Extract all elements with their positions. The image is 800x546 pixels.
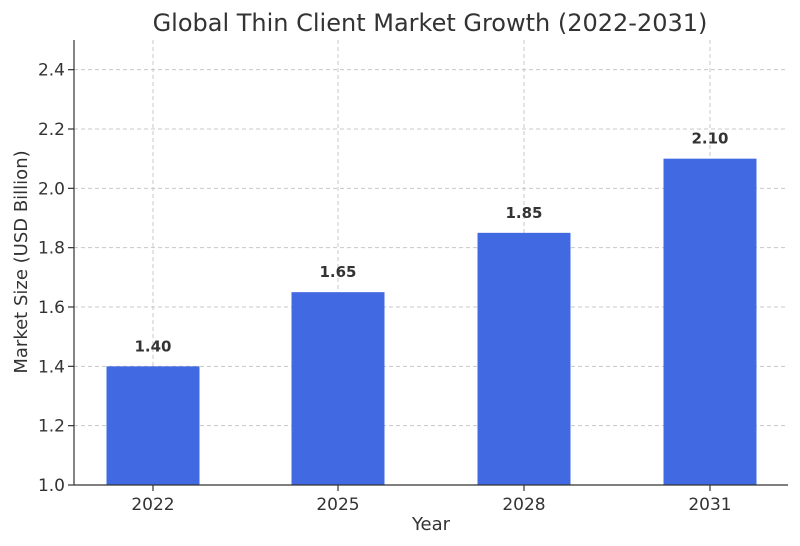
x-tick-label-2028: 2028 <box>502 495 545 515</box>
x-axis-label: Year <box>411 514 451 535</box>
y-axis-label: Market Size (USD Billion) <box>11 150 32 373</box>
y-tick-label: 1.4 <box>38 357 65 377</box>
labels-layer: 1.40 1.65 1.85 2.10 1.0 1.2 1.4 1.6 1.8 2.0 2.2 2.4… <box>38 61 732 515</box>
x-tick-label-2022: 2022 <box>131 495 174 515</box>
data-label-2025: 1.65 <box>319 263 356 281</box>
x-tick-label-2025: 2025 <box>316 495 359 515</box>
x-tick-label-2031: 2031 <box>688 495 731 515</box>
data-label-2031: 2.10 <box>691 130 728 148</box>
y-tick-label: 2.2 <box>38 120 65 140</box>
bars-layer <box>106 158 757 485</box>
y-tick-label: 1.2 <box>38 417 65 437</box>
axes-layer <box>68 40 788 491</box>
chart-title: Global Thin Client Market Growth (2022-2… <box>153 9 708 37</box>
data-label-2022: 1.40 <box>134 337 171 355</box>
y-tick-label: 2.0 <box>38 179 65 199</box>
bar-2025 <box>291 292 385 485</box>
y-tick-label: 1.8 <box>38 239 65 259</box>
y-tick-label: 1.6 <box>38 298 65 318</box>
data-label-2028: 1.85 <box>505 204 542 222</box>
bar-2022 <box>106 366 200 485</box>
bar-2028 <box>477 232 571 485</box>
y-tick-label: 1.0 <box>38 476 65 496</box>
bar-2031 <box>663 158 757 485</box>
y-tick-label: 2.4 <box>38 61 65 81</box>
